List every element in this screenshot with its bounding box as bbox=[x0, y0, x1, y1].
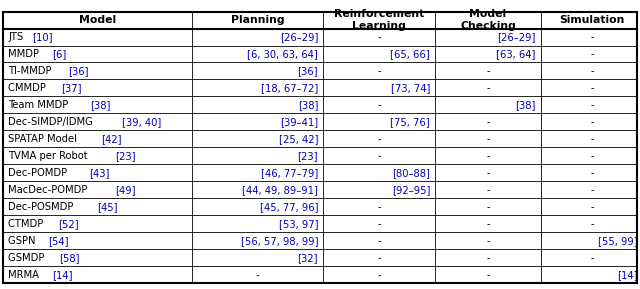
Text: [56, 57, 98, 99]: [56, 57, 98, 99] bbox=[241, 236, 318, 246]
Text: [92–95]: [92–95] bbox=[392, 185, 430, 195]
Text: -: - bbox=[486, 117, 490, 127]
Text: [23]: [23] bbox=[115, 151, 136, 161]
Text: [54]: [54] bbox=[48, 236, 68, 246]
Text: CTMDP: CTMDP bbox=[8, 219, 47, 229]
Text: [6]: [6] bbox=[52, 49, 67, 59]
Text: [6, 30, 63, 64]: [6, 30, 63, 64] bbox=[247, 49, 318, 59]
Text: -: - bbox=[590, 253, 594, 263]
Text: -: - bbox=[486, 270, 490, 280]
Text: -: - bbox=[486, 168, 490, 178]
Text: SPATAP Model: SPATAP Model bbox=[8, 134, 81, 144]
Text: Planning: Planning bbox=[231, 15, 284, 25]
Text: [26–29]: [26–29] bbox=[280, 32, 318, 42]
Text: [75, 76]: [75, 76] bbox=[390, 117, 430, 127]
Text: -: - bbox=[486, 253, 490, 263]
Text: -: - bbox=[590, 219, 594, 229]
Text: Dec-SIMDP/IDMG: Dec-SIMDP/IDMG bbox=[8, 117, 96, 127]
Text: -: - bbox=[378, 32, 381, 42]
Text: [43]: [43] bbox=[89, 168, 109, 178]
Text: [45, 77, 96]: [45, 77, 96] bbox=[260, 202, 318, 212]
Text: [58]: [58] bbox=[60, 253, 80, 263]
Text: [18, 67–72]: [18, 67–72] bbox=[261, 83, 318, 93]
Text: Model: Model bbox=[79, 15, 116, 25]
Text: -: - bbox=[590, 117, 594, 127]
Text: [53, 97]: [53, 97] bbox=[278, 219, 318, 229]
Text: TVMA per Robot: TVMA per Robot bbox=[8, 151, 91, 161]
Text: [80–88]: [80–88] bbox=[392, 168, 430, 178]
Text: -: - bbox=[590, 134, 594, 144]
Text: TI-MMDP: TI-MMDP bbox=[8, 66, 55, 76]
Text: -: - bbox=[486, 236, 490, 246]
Text: -: - bbox=[486, 66, 490, 76]
Text: [38]: [38] bbox=[515, 100, 536, 110]
Text: [10]: [10] bbox=[32, 32, 52, 42]
Text: -: - bbox=[590, 32, 594, 42]
Text: Simulation: Simulation bbox=[559, 15, 625, 25]
Text: -: - bbox=[486, 219, 490, 229]
Text: [45]: [45] bbox=[97, 202, 117, 212]
Text: [52]: [52] bbox=[58, 219, 79, 229]
Text: -: - bbox=[590, 100, 594, 110]
Text: -: - bbox=[378, 100, 381, 110]
Text: [14]: [14] bbox=[52, 270, 73, 280]
Text: -: - bbox=[378, 202, 381, 212]
Text: GSPN: GSPN bbox=[8, 236, 39, 246]
Text: Dec-POSMDP: Dec-POSMDP bbox=[8, 202, 77, 212]
Text: MMDP: MMDP bbox=[8, 49, 42, 59]
Text: -: - bbox=[590, 185, 594, 195]
Text: -: - bbox=[378, 236, 381, 246]
Text: [46, 77–79]: [46, 77–79] bbox=[261, 168, 318, 178]
Text: [63, 64]: [63, 64] bbox=[496, 49, 536, 59]
Text: [37]: [37] bbox=[61, 83, 82, 93]
Text: -: - bbox=[378, 134, 381, 144]
Text: [26–29]: [26–29] bbox=[497, 32, 536, 42]
Text: GSMDP: GSMDP bbox=[8, 253, 48, 263]
Text: [49]: [49] bbox=[115, 185, 135, 195]
Text: -: - bbox=[590, 202, 594, 212]
Text: Team MMDP: Team MMDP bbox=[8, 100, 72, 110]
Text: [25, 42]: [25, 42] bbox=[278, 134, 318, 144]
Text: JTS: JTS bbox=[8, 32, 27, 42]
Text: -: - bbox=[590, 151, 594, 161]
Text: MRMA: MRMA bbox=[8, 270, 42, 280]
Text: [73, 74]: [73, 74] bbox=[390, 83, 430, 93]
Text: [39, 40]: [39, 40] bbox=[122, 117, 161, 127]
Text: -: - bbox=[256, 270, 259, 280]
Text: -: - bbox=[590, 83, 594, 93]
Text: [36]: [36] bbox=[298, 66, 318, 76]
Text: -: - bbox=[378, 270, 381, 280]
Text: -: - bbox=[590, 49, 594, 59]
Text: [44, 49, 89–91]: [44, 49, 89–91] bbox=[242, 185, 318, 195]
Text: [36]: [36] bbox=[68, 66, 89, 76]
Text: Dec-POMDP: Dec-POMDP bbox=[8, 168, 70, 178]
Text: MacDec-POMDP: MacDec-POMDP bbox=[8, 185, 91, 195]
Text: -: - bbox=[486, 202, 490, 212]
Text: -: - bbox=[486, 185, 490, 195]
Text: -: - bbox=[486, 83, 490, 93]
Text: [23]: [23] bbox=[298, 151, 318, 161]
Text: -: - bbox=[486, 151, 490, 161]
Text: Model
Checking: Model Checking bbox=[460, 9, 516, 31]
Text: [32]: [32] bbox=[298, 253, 318, 263]
Text: [38]: [38] bbox=[90, 100, 111, 110]
Text: [39–41]: [39–41] bbox=[280, 117, 318, 127]
Text: Reinforcement
Learning: Reinforcement Learning bbox=[334, 9, 424, 31]
Text: CMMDP: CMMDP bbox=[8, 83, 49, 93]
Text: -: - bbox=[378, 219, 381, 229]
Text: [65, 66]: [65, 66] bbox=[390, 49, 430, 59]
Text: [38]: [38] bbox=[298, 100, 318, 110]
Text: -: - bbox=[590, 66, 594, 76]
Text: [42]: [42] bbox=[101, 134, 122, 144]
Text: [55, 99]: [55, 99] bbox=[598, 236, 638, 246]
Text: -: - bbox=[486, 134, 490, 144]
Text: -: - bbox=[378, 66, 381, 76]
Text: -: - bbox=[378, 253, 381, 263]
Text: -: - bbox=[590, 168, 594, 178]
Text: -: - bbox=[378, 151, 381, 161]
Text: [14]: [14] bbox=[618, 270, 638, 280]
